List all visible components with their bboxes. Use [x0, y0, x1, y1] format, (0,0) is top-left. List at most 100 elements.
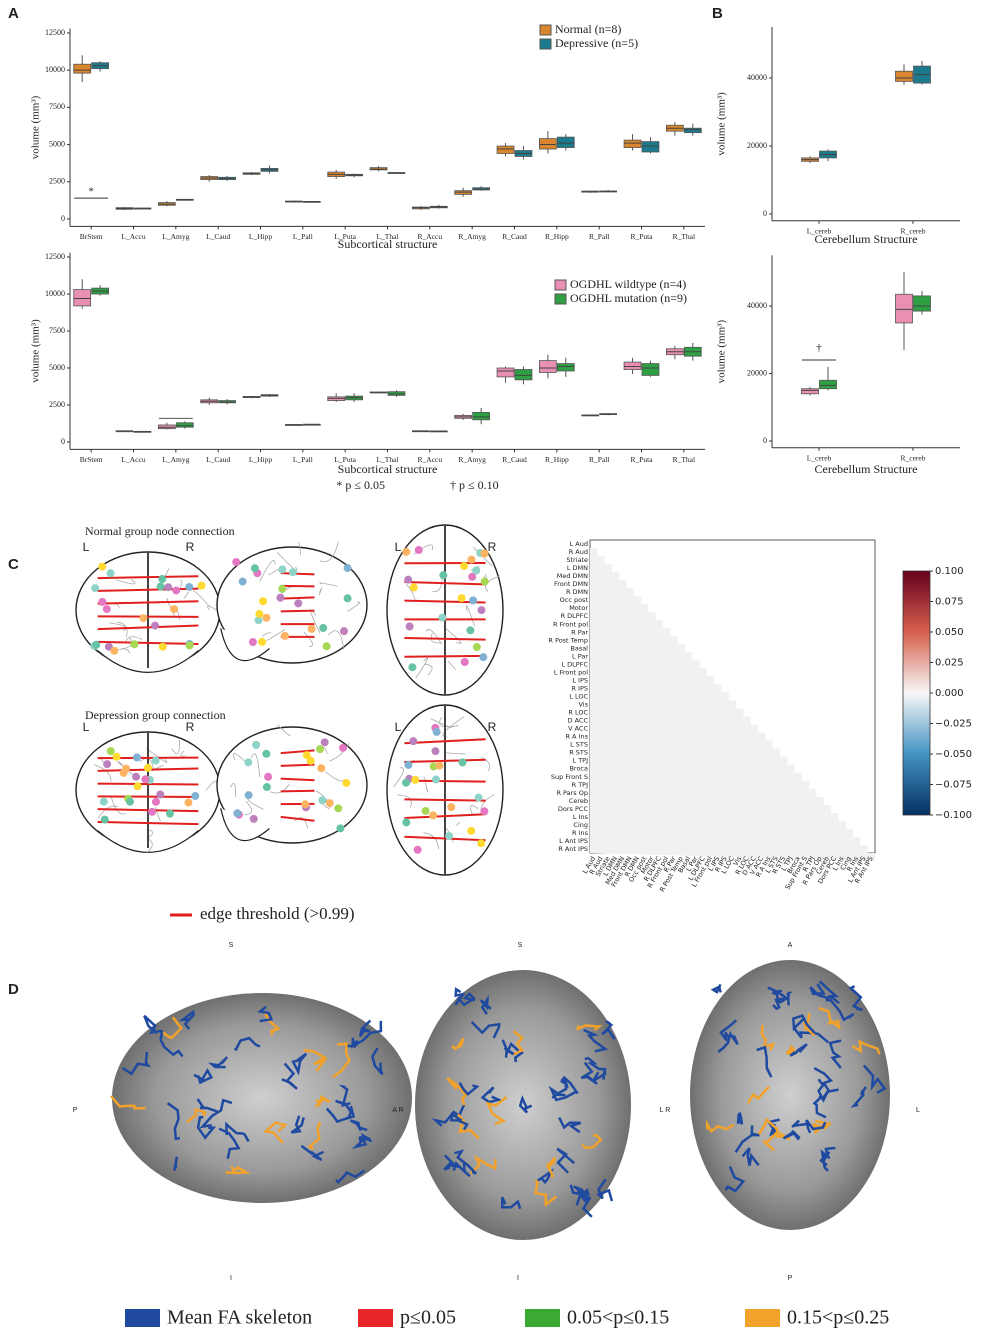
sulcus	[424, 663, 433, 676]
row-label: D ACC	[568, 717, 589, 725]
y-tick-label: 2500	[49, 400, 65, 409]
edge-legend: edge threshold (>0.99)	[200, 904, 355, 923]
node	[259, 597, 268, 606]
side-label: L	[83, 540, 90, 554]
fa-skeleton	[351, 1037, 359, 1049]
x-tick-label: L_Accu	[121, 232, 145, 241]
sulcus	[397, 794, 412, 808]
significance-mark: *	[88, 186, 94, 198]
sulcus	[447, 660, 457, 670]
node	[139, 614, 148, 623]
fa-skeleton	[581, 1133, 603, 1150]
box	[623, 361, 642, 370]
fa-skeleton	[470, 1021, 501, 1039]
row-label: R TPJ	[572, 781, 588, 789]
connection-edge	[97, 575, 199, 580]
node	[172, 586, 181, 595]
node	[244, 791, 253, 800]
sulcus	[125, 636, 143, 642]
fa-skeleton	[485, 1096, 508, 1126]
node	[477, 606, 486, 615]
orientation-label: I	[517, 1275, 519, 1282]
x-tick-label: R_Accu	[418, 232, 443, 241]
node	[119, 768, 128, 777]
row-label: Cereb	[569, 797, 588, 805]
fa-skeleton	[825, 998, 855, 1022]
node	[343, 594, 352, 603]
box	[641, 141, 660, 153]
row-label: Vis	[579, 701, 589, 709]
x-tick-label: L_Puta	[334, 455, 356, 464]
y-tick-label: 7500	[49, 326, 65, 335]
footnote: † p ≤ 0.10	[450, 478, 499, 492]
fa-skeleton	[537, 1167, 555, 1185]
node	[402, 547, 411, 556]
box	[73, 63, 92, 74]
sulcus	[432, 576, 443, 593]
x-tick-label: L_Caud	[206, 455, 230, 464]
fa-skeleton	[736, 1112, 744, 1125]
node	[472, 566, 481, 575]
node	[322, 642, 331, 651]
node	[466, 626, 475, 635]
legend-label: OGDHL wildtype (n=4)	[570, 277, 686, 291]
node	[98, 597, 107, 606]
brain-slice	[415, 970, 631, 1240]
fa-skeleton	[850, 1086, 867, 1108]
fa-skeleton	[746, 1085, 771, 1104]
fa-skeleton	[196, 1115, 217, 1140]
node	[480, 549, 489, 558]
node	[301, 800, 310, 809]
fa-skeleton	[724, 1166, 746, 1193]
sulcus	[117, 761, 134, 776]
row-label: R DLPFC	[561, 612, 589, 620]
connection-edge	[97, 808, 199, 813]
fa-skeleton	[812, 1095, 827, 1119]
section-title: Depression group connection	[85, 708, 226, 722]
y-tick-label: 12500	[45, 252, 65, 261]
fa-skeleton	[512, 1030, 525, 1056]
sulcus	[251, 753, 261, 778]
row-label: R DMN	[566, 588, 588, 596]
node	[91, 584, 100, 593]
sulcus	[267, 568, 279, 576]
fa-skeleton	[358, 1019, 372, 1038]
sulcus	[329, 742, 350, 762]
fa-skeleton	[719, 1019, 738, 1042]
node	[262, 749, 271, 758]
fa-skeleton	[818, 1006, 841, 1031]
box	[539, 360, 557, 373]
y-tick-label: 20000	[747, 141, 767, 150]
connection-edge	[280, 789, 315, 793]
cerebellum-outline	[220, 808, 270, 842]
fa-skeleton	[717, 1031, 739, 1053]
sulcus	[303, 631, 313, 648]
node	[306, 756, 315, 765]
node	[409, 583, 418, 592]
row-label: L DMN	[567, 564, 588, 572]
connection-edge	[97, 600, 199, 605]
colorbar-tick-label: −0.050	[935, 749, 972, 760]
y-tick-label: 0	[61, 437, 65, 446]
node	[339, 743, 348, 752]
side-label: R	[488, 720, 497, 734]
node	[244, 758, 253, 767]
row-label: R A Ins	[565, 733, 588, 741]
x-tick-label: R_Hipp	[545, 455, 569, 464]
orientation-label: L R	[660, 1107, 671, 1114]
row-label: L Par	[572, 652, 588, 660]
row-label: R Ant IPS	[558, 845, 588, 853]
connection-edge	[404, 813, 486, 820]
fa-skeleton	[575, 1187, 591, 1206]
node	[402, 778, 411, 787]
node	[411, 775, 420, 784]
node	[340, 627, 349, 636]
node	[438, 613, 447, 622]
connection-edge	[97, 820, 199, 826]
fa-skeleton	[596, 1178, 614, 1202]
node	[421, 806, 430, 815]
x-tick-label: R_Accu	[418, 455, 443, 464]
fa-skeleton	[338, 1084, 351, 1108]
y-tick-label: 0	[763, 209, 767, 218]
fa-skeleton	[480, 1086, 503, 1104]
